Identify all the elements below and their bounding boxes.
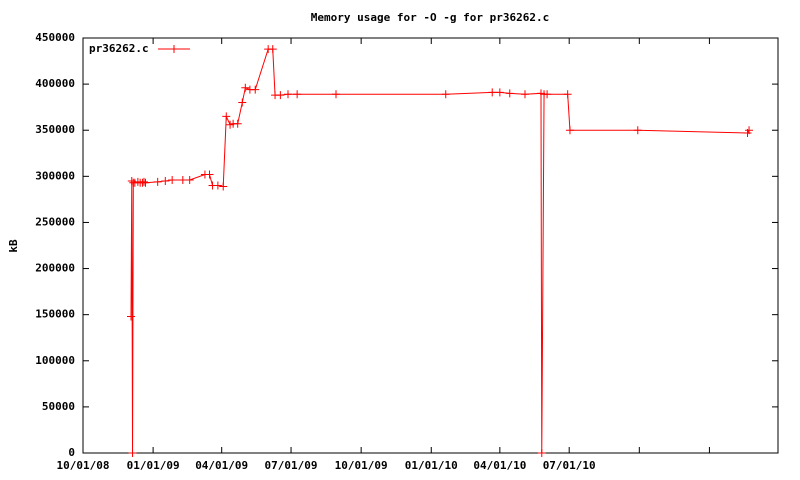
point-marker — [153, 177, 162, 186]
x-tick-label: 04/01/09 — [195, 459, 248, 472]
y-tick-label: 100000 — [35, 354, 75, 367]
y-axis-label: kB — [7, 239, 20, 253]
point-marker — [185, 176, 194, 185]
point-marker — [276, 91, 285, 100]
point-marker — [293, 90, 302, 99]
y-tick-label: 400000 — [35, 77, 75, 90]
x-tick-label: 10/01/09 — [335, 459, 388, 472]
point-marker — [219, 182, 228, 191]
legend-label: pr36262.c — [89, 42, 149, 55]
point-marker — [441, 90, 450, 99]
y-tick-label: 150000 — [35, 308, 75, 321]
point-marker — [222, 112, 231, 121]
legend-marker — [170, 45, 178, 53]
point-marker — [745, 126, 754, 135]
plot-frame — [82, 37, 779, 454]
point-marker — [141, 178, 150, 187]
point-marker — [205, 170, 214, 179]
point-marker — [241, 83, 250, 92]
point-marker — [268, 45, 277, 54]
point-marker — [520, 90, 529, 99]
point-marker — [139, 177, 148, 186]
y-tick-label: 250000 — [35, 215, 75, 228]
x-tick-label: 04/01/10 — [473, 459, 526, 472]
y-tick-label: 300000 — [35, 169, 75, 182]
x-tick-label: 07/01/10 — [543, 459, 596, 472]
point-marker — [543, 90, 552, 99]
point-marker — [495, 88, 504, 97]
chart-title: Memory usage for -O -g for pr36262.c — [311, 11, 549, 24]
point-marker — [563, 90, 572, 99]
y-tick-label: 350000 — [35, 123, 75, 136]
point-marker — [178, 176, 187, 185]
point-marker — [332, 90, 341, 99]
point-marker — [238, 98, 247, 107]
y-tick-label: 450000 — [35, 31, 75, 44]
x-tick-label: 01/01/10 — [405, 459, 458, 472]
point-marker — [128, 449, 137, 457]
point-marker — [213, 181, 222, 190]
point-marker — [168, 176, 177, 185]
point-marker — [633, 126, 642, 135]
point-marker — [251, 85, 260, 94]
point-marker — [161, 176, 170, 185]
point-marker — [283, 90, 292, 99]
point-marker — [565, 126, 574, 135]
point-marker — [488, 88, 497, 97]
x-tick-label: 01/01/09 — [127, 459, 180, 472]
y-tick-label: 0 — [68, 446, 75, 459]
y-tick-label: 50000 — [42, 400, 75, 413]
x-tick-label: 07/01/09 — [265, 459, 318, 472]
point-marker — [127, 312, 136, 321]
x-tick-label: 10/01/08 — [57, 459, 110, 472]
y-tick-label: 200000 — [35, 262, 75, 275]
point-marker — [233, 119, 242, 128]
point-marker — [537, 449, 546, 457]
point-marker — [505, 89, 514, 98]
